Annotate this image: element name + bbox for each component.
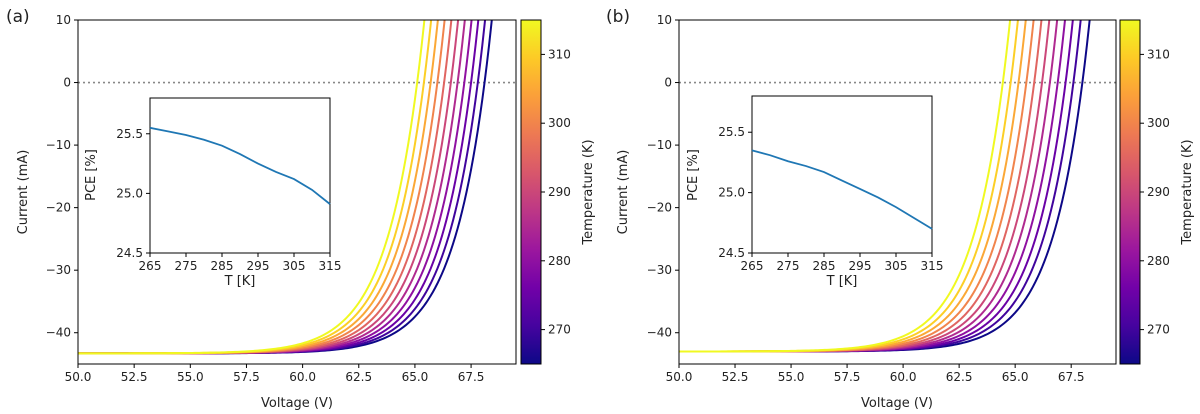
x-tick-label: 67.5 bbox=[1058, 370, 1085, 384]
y-tick-label: −20 bbox=[647, 201, 672, 215]
y-tick-label: −20 bbox=[46, 201, 71, 215]
x-axis-label: Voltage (V) bbox=[861, 396, 933, 411]
x-tick-label: 52.5 bbox=[722, 370, 749, 384]
panel-b: (b) 50.0 52.5 55.0 57.5 60.0 62.5 65.0 67.5 −40 −… bbox=[606, 7, 1195, 411]
x-tick-label: 57.5 bbox=[834, 370, 861, 384]
inset-y-label: PCE [%] bbox=[84, 149, 99, 201]
x-tick-label: 50.0 bbox=[666, 370, 693, 384]
colorbar-tick-label: 280 bbox=[1147, 254, 1170, 268]
colorbar-gradient bbox=[1119, 19, 1141, 365]
y-tick-label: 0 bbox=[63, 76, 71, 90]
colorbar-tick-label: 310 bbox=[1147, 47, 1170, 61]
inset-y-tick-label: 25.5 bbox=[718, 125, 745, 139]
colorbar-tick-label: 280 bbox=[548, 254, 571, 268]
x-tick-label: 55.0 bbox=[177, 370, 204, 384]
colorbar-tick-label: 290 bbox=[1147, 185, 1170, 199]
inset-x-tick-label: 295 bbox=[849, 259, 872, 273]
colorbar-tick-label: 270 bbox=[1147, 323, 1170, 337]
x-tick-label: 65.0 bbox=[402, 370, 429, 384]
inset-x-tick-label: 265 bbox=[741, 259, 764, 273]
x-tick-label: 57.5 bbox=[233, 370, 260, 384]
colorbar-tick-label: 300 bbox=[1147, 116, 1170, 130]
colorbar-tick-label: 270 bbox=[548, 323, 571, 337]
inset-y-tick-label: 24.5 bbox=[718, 246, 745, 260]
colorbar-ticks: 270 280 290 300 310 bbox=[541, 47, 571, 337]
inset-x-tick-label: 275 bbox=[777, 259, 800, 273]
inset-x-tick-label: 315 bbox=[319, 259, 342, 273]
panel-label: (b) bbox=[606, 7, 630, 27]
x-tick-label: 52.5 bbox=[121, 370, 148, 384]
colorbar-tick-label: 300 bbox=[548, 116, 571, 130]
y-axis-label: Current (mA) bbox=[16, 150, 31, 235]
panel-label: (a) bbox=[6, 7, 30, 27]
x-tick-label: 50.0 bbox=[65, 370, 92, 384]
inset-x-tick-label: 265 bbox=[139, 259, 162, 273]
y-tick-label: −10 bbox=[647, 138, 672, 152]
inset-axes: 265 275 285 295 305 315 24.5 25.0 25.5 bbox=[116, 127, 341, 273]
inset-x-tick-label: 285 bbox=[813, 259, 836, 273]
y-axis-label: Current (mA) bbox=[616, 150, 631, 235]
x-tick-label: 60.0 bbox=[289, 370, 316, 384]
colorbar-ticks: 270 280 290 300 310 bbox=[1140, 47, 1170, 337]
x-tick-label: 65.0 bbox=[1002, 370, 1029, 384]
x-axis-label: Voltage (V) bbox=[261, 396, 333, 411]
colorbar-tick-label: 310 bbox=[548, 47, 571, 61]
y-tick-label: −40 bbox=[46, 326, 71, 340]
inset-y-tick-label: 25.5 bbox=[116, 127, 143, 141]
pce-series-line bbox=[149, 126, 331, 205]
y-tick-label: 0 bbox=[664, 76, 672, 90]
inset-frame bbox=[149, 97, 331, 254]
y-tick-label: −10 bbox=[46, 138, 71, 152]
x-tick-label: 67.5 bbox=[458, 370, 485, 384]
inset-y-tick-label: 25.0 bbox=[718, 186, 745, 200]
y-tick-label: 10 bbox=[657, 13, 672, 27]
x-tick-label: 55.0 bbox=[778, 370, 805, 384]
panel-a: (a) 50.0 52.5 55.0 57.5 60.0 62.5 65.0 67.5 −40 −… bbox=[6, 7, 596, 411]
colorbar: 270 280 290 300 310 Temperature (K) bbox=[520, 19, 596, 365]
inset-x-tick-label: 315 bbox=[921, 259, 944, 273]
plot-frame bbox=[678, 19, 1117, 365]
x-tick-label: 62.5 bbox=[345, 370, 372, 384]
inset-x-tick-label: 275 bbox=[175, 259, 198, 273]
axes: 50.0 52.5 55.0 57.5 60.0 62.5 65.0 67.5 −40 −30 −2… bbox=[46, 13, 485, 384]
inset-axes: 265 275 285 295 305 315 24.5 25.0 25.5 bbox=[718, 125, 943, 273]
colorbar: 270 280 290 300 310 Temperature (K) bbox=[1119, 19, 1195, 365]
iv-curve-315K bbox=[679, 19, 1012, 353]
inset-x-label: T [K] bbox=[826, 274, 858, 289]
iv-curves bbox=[78, 19, 516, 355]
axes: 50.0 52.5 55.0 57.5 60.0 62.5 65.0 67.5 −40 −30 −2… bbox=[647, 13, 1085, 384]
x-tick-label: 62.5 bbox=[946, 370, 973, 384]
colorbar-label: Temperature (K) bbox=[1180, 139, 1195, 245]
y-tick-label: −40 bbox=[647, 326, 672, 340]
iv-curves bbox=[679, 19, 1116, 353]
y-tick-label: −30 bbox=[647, 263, 672, 277]
colorbar-tick-label: 290 bbox=[548, 185, 571, 199]
colorbar-gradient bbox=[520, 19, 542, 365]
inset-frame bbox=[751, 95, 933, 254]
pce-series-line bbox=[751, 149, 933, 230]
inset-x-tick-label: 285 bbox=[211, 259, 234, 273]
pce-inset: 265 275 285 295 305 315 24.5 25.0 25.5 T [K] PCE… bbox=[84, 97, 341, 289]
iv-curve-315K bbox=[78, 19, 426, 355]
inset-x-label: T [K] bbox=[224, 274, 256, 289]
inset-x-tick-label: 305 bbox=[885, 259, 908, 273]
inset-x-tick-label: 295 bbox=[247, 259, 270, 273]
x-tick-label: 60.0 bbox=[890, 370, 917, 384]
inset-y-label: PCE [%] bbox=[686, 149, 701, 201]
inset-y-tick-label: 24.5 bbox=[116, 246, 143, 260]
y-tick-label: −30 bbox=[46, 263, 71, 277]
colorbar-label: Temperature (K) bbox=[581, 139, 596, 245]
pce-inset: 265 275 285 295 305 315 24.5 25.0 25.5 T [K] PCE… bbox=[686, 95, 943, 289]
inset-y-tick-label: 25.0 bbox=[116, 186, 143, 200]
inset-x-tick-label: 305 bbox=[283, 259, 306, 273]
y-tick-label: 10 bbox=[56, 13, 71, 27]
plot-frame bbox=[77, 19, 517, 365]
